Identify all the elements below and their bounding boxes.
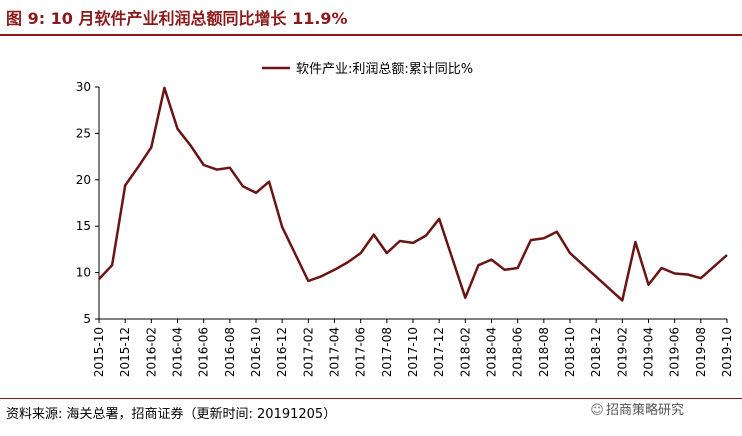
source-note: 资料来源: 海关总署，招商证券（更新时间: 20191205） (6, 407, 337, 422)
wechat-icon: ☺ (590, 403, 604, 418)
x-tick-label: 2016-02 (144, 327, 158, 377)
x-tick-label: 2019-08 (694, 327, 708, 377)
title-divider (0, 34, 742, 36)
y-tick-label: 5 (83, 312, 91, 326)
x-tick-label: 2016-06 (197, 327, 211, 377)
x-tick-label: 2018-04 (485, 327, 499, 377)
x-tick-label: 2018-08 (537, 327, 551, 377)
series-group (98, 86, 728, 302)
legend-label: 软件产业:利润总额:累计同比% (296, 62, 473, 77)
x-tick-label: 2017-08 (380, 327, 394, 377)
x-tick-label: 2018-10 (563, 327, 577, 377)
y-tick-label: 30 (76, 80, 91, 94)
figure-title: 图 9: 10 月软件产业利润总额同比增长 11.9% (6, 9, 348, 28)
y-tick-label: 15 (76, 219, 91, 233)
x-tick-label: 2017-06 (354, 327, 368, 377)
legend: 软件产业:利润总额:累计同比% (262, 62, 473, 77)
x-tick-label: 2019-06 (668, 327, 682, 377)
y-tick-label: 10 (76, 266, 91, 280)
x-tick-label: 2015-12 (118, 327, 132, 377)
x-tick-label: 2018-02 (458, 327, 472, 377)
y-tick-label: 20 (76, 173, 91, 187)
axes (95, 86, 728, 323)
x-tick-label: 2016-10 (249, 327, 263, 377)
x-tick-label: 2016-08 (223, 327, 237, 377)
series-line-0 (98, 86, 728, 302)
tick-labels: 5 10 15 20 25 30 2015-10 2015-12 2016-02 2016-04 2… (76, 80, 734, 377)
footer-divider (0, 398, 742, 399)
watermark-text: 招商策略研究 (606, 403, 685, 418)
x-tick-label: 2017-12 (432, 327, 446, 377)
x-tick-label: 2017-10 (406, 327, 420, 377)
x-tick-label: 2019-10 (720, 327, 734, 377)
x-tick-label: 2016-12 (275, 327, 289, 377)
x-tick-label: 2015-10 (92, 327, 106, 377)
x-tick-label: 2017-02 (301, 327, 315, 377)
x-tick-label: 2019-02 (615, 327, 629, 377)
y-tick-label: 25 (76, 126, 91, 140)
watermark: ☺ 招商策略研究 (588, 399, 684, 418)
x-tick-label: 2018-12 (589, 327, 603, 377)
x-tick-label: 2017-04 (328, 327, 342, 377)
x-tick-label: 2018-06 (511, 327, 525, 377)
x-tick-label: 2016-04 (171, 327, 185, 377)
x-tick-label: 2019-04 (642, 327, 656, 377)
